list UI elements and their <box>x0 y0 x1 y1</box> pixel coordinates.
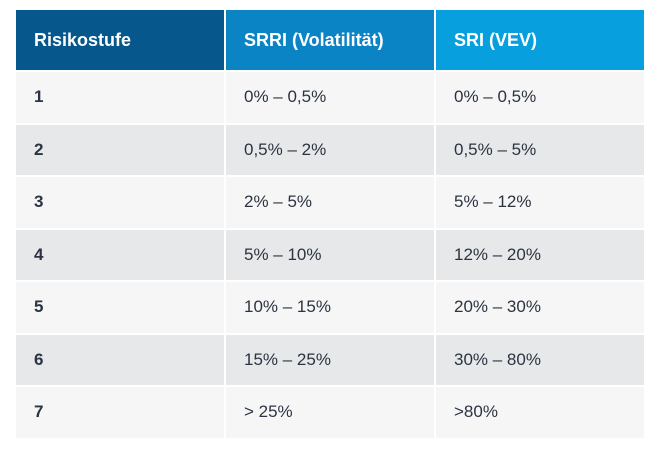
table-row: 2 0,5% – 2% 0,5% – 5% <box>16 122 644 175</box>
risk-level-cell: 6 <box>16 334 224 385</box>
srri-cell: 0% – 0,5% <box>226 72 434 123</box>
table-row: 3 2% – 5% 5% – 12% <box>16 175 644 228</box>
risk-table: Risikostufe SRRI (Volatilität) SRI (VEV)… <box>16 10 644 438</box>
sri-cell: 0,5% – 5% <box>436 124 644 175</box>
srri-cell: > 25% <box>226 387 434 438</box>
srri-cell: 15% – 25% <box>226 334 434 385</box>
sri-cell: 12% – 20% <box>436 229 644 280</box>
sri-cell: 0% – 0,5% <box>436 72 644 123</box>
header-srri: SRRI (Volatilität) <box>226 10 434 70</box>
risk-level-cell: 3 <box>16 177 224 228</box>
sri-cell: 20% – 30% <box>436 282 644 333</box>
srri-cell: 5% – 10% <box>226 229 434 280</box>
table-row: 6 15% – 25% 30% – 80% <box>16 332 644 385</box>
risk-level-cell: 1 <box>16 72 224 123</box>
header-risikostufe: Risikostufe <box>16 10 224 70</box>
risk-level-cell: 5 <box>16 282 224 333</box>
table-row: 7 > 25% >80% <box>16 385 644 438</box>
risk-level-cell: 2 <box>16 124 224 175</box>
sri-cell: 30% – 80% <box>436 334 644 385</box>
table-row: 1 0% – 0,5% 0% – 0,5% <box>16 70 644 123</box>
srri-cell: 0,5% – 2% <box>226 124 434 175</box>
table-header-row: Risikostufe SRRI (Volatilität) SRI (VEV) <box>16 10 644 70</box>
risk-level-cell: 4 <box>16 229 224 280</box>
risk-level-cell: 7 <box>16 387 224 438</box>
table-row: 5 10% – 15% 20% – 30% <box>16 280 644 333</box>
srri-cell: 2% – 5% <box>226 177 434 228</box>
srri-cell: 10% – 15% <box>226 282 434 333</box>
table-row: 4 5% – 10% 12% – 20% <box>16 227 644 280</box>
sri-cell: >80% <box>436 387 644 438</box>
sri-cell: 5% – 12% <box>436 177 644 228</box>
header-sri: SRI (VEV) <box>436 10 644 70</box>
